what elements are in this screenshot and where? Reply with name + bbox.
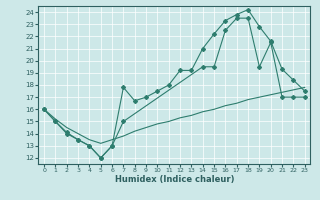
X-axis label: Humidex (Indice chaleur): Humidex (Indice chaleur) — [115, 175, 234, 184]
